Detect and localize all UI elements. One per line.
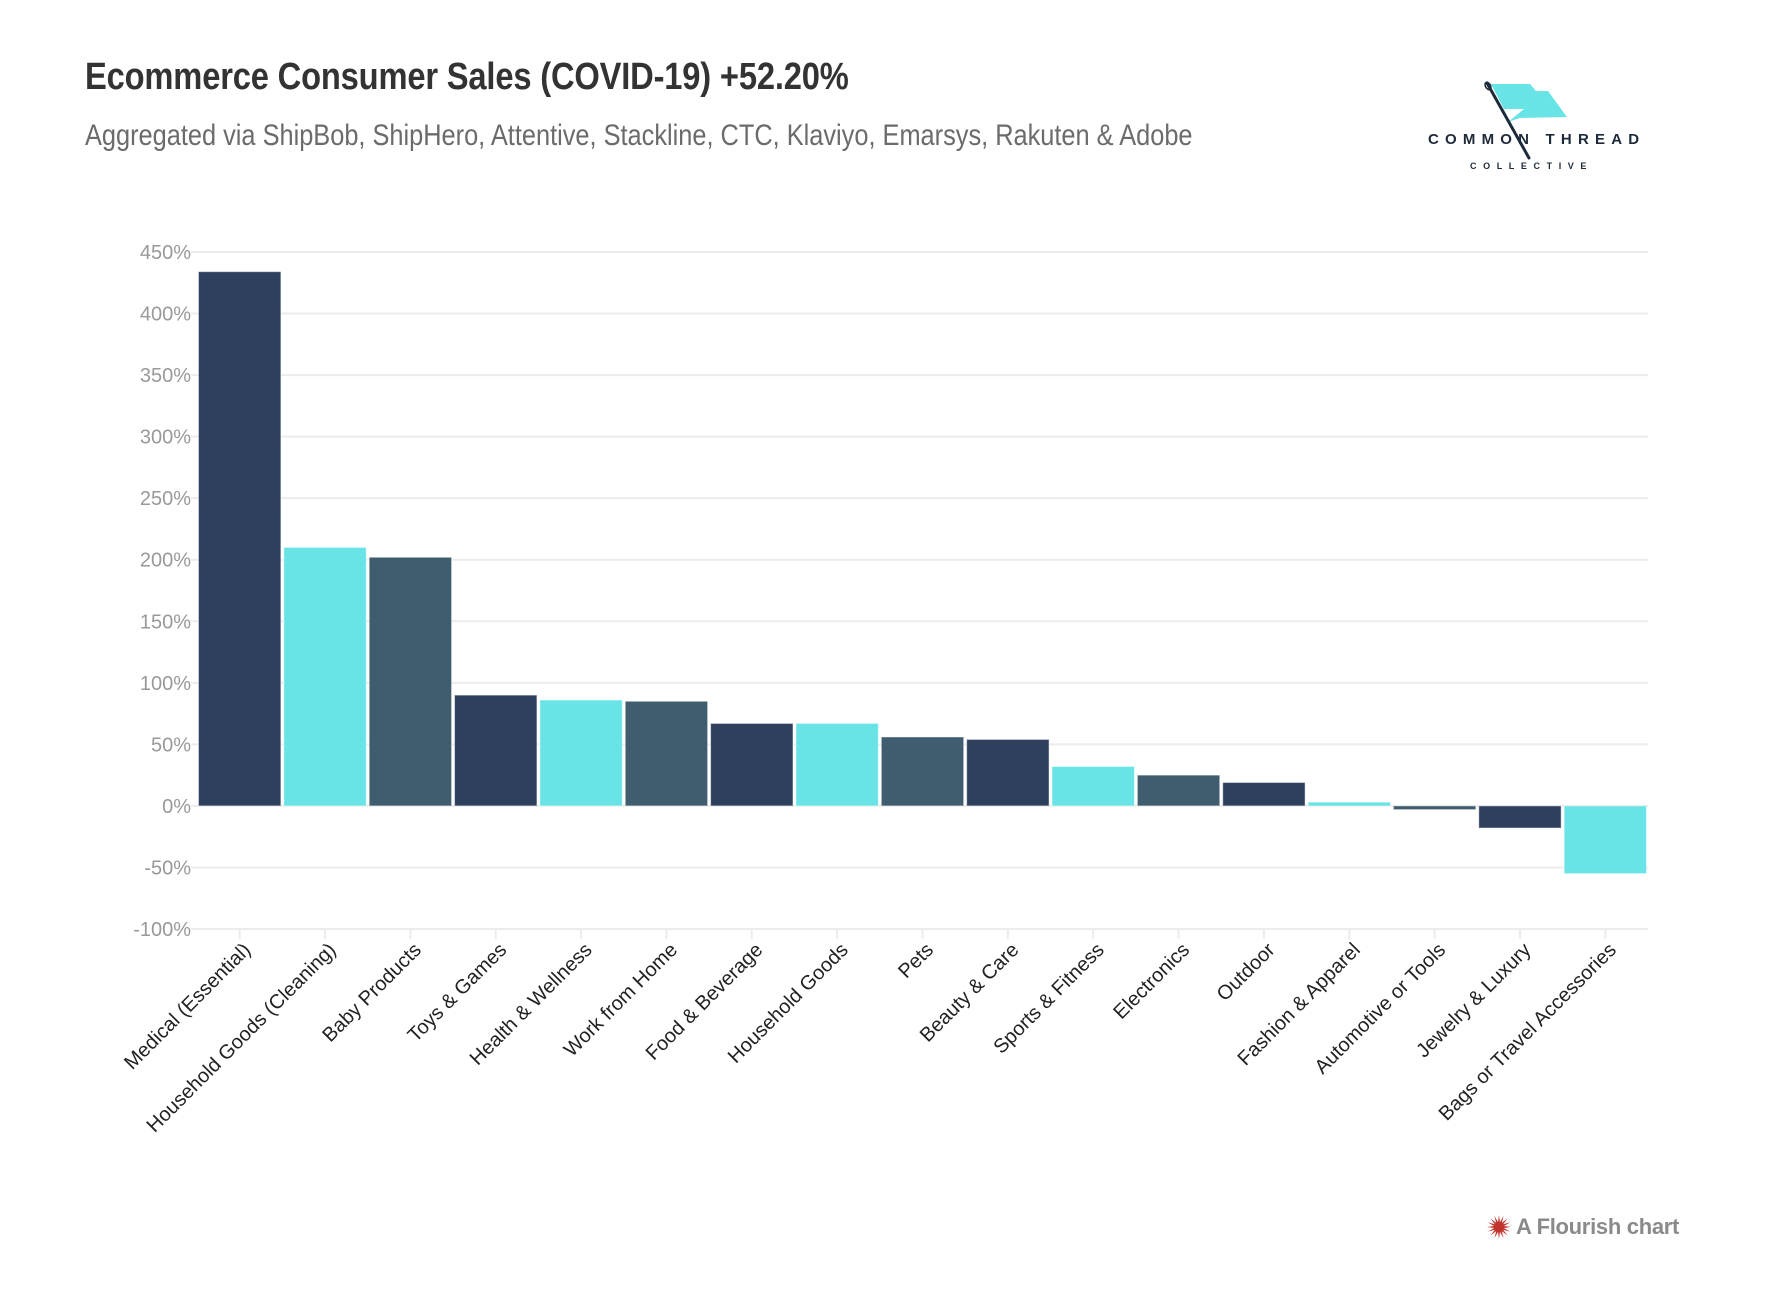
bar-household-goods-cleaning[interactable] bbox=[283, 546, 367, 807]
needle-flag-icon bbox=[1484, 81, 1567, 160]
y-tick-label: 100% bbox=[140, 673, 191, 695]
chart-title: Ecommerce Consumer Sales (COVID-19) +52.… bbox=[85, 56, 849, 98]
bar-household-goods[interactable] bbox=[795, 722, 879, 807]
bar-medical-essential[interactable] bbox=[198, 271, 282, 807]
y-axis-labels: 450% 400% 350% 300% 250% 200% 150% 100% 50% 0% -50… bbox=[133, 242, 191, 941]
bar-bags-or-travel-accessories[interactable] bbox=[1563, 805, 1648, 875]
y-tick-label: -50% bbox=[144, 857, 191, 879]
bar-baby-products[interactable] bbox=[368, 556, 453, 807]
y-tick-label: 400% bbox=[140, 304, 191, 326]
y-tick-label: 450% bbox=[140, 242, 191, 264]
y-tick-label: 0% bbox=[162, 796, 191, 818]
starburst-shape bbox=[1487, 1215, 1511, 1239]
bar-electronics[interactable] bbox=[1136, 774, 1221, 807]
bar-toys-games[interactable] bbox=[454, 694, 538, 807]
logo-wordmark: COMMON THREAD bbox=[1428, 131, 1646, 148]
logo-subwordmark: COLLECTIVE bbox=[1470, 161, 1594, 171]
bar-beauty-care[interactable] bbox=[966, 738, 1050, 807]
bar-health-wellness[interactable] bbox=[539, 699, 623, 807]
bars bbox=[198, 271, 1648, 875]
bar-sports-fitness[interactable] bbox=[1051, 766, 1135, 807]
needle-line bbox=[1485, 81, 1531, 160]
y-tick-label: 50% bbox=[151, 734, 191, 756]
x-tick-label: Pets bbox=[894, 939, 938, 983]
flourish-credit-text: A Flourish chart bbox=[1516, 1214, 1680, 1239]
flag-shape bbox=[1491, 84, 1567, 122]
bar-food-beverage[interactable] bbox=[710, 722, 794, 807]
x-tick-label: Outdoor bbox=[1213, 939, 1280, 1006]
y-tick-label: 150% bbox=[140, 611, 191, 633]
x-axis-ticks bbox=[238, 929, 1607, 939]
gridlines bbox=[191, 251, 1648, 930]
bar-work-from-home[interactable] bbox=[624, 700, 709, 807]
x-tick-label: Household Goods (Cleaning) bbox=[143, 939, 341, 1137]
y-tick-label: 350% bbox=[140, 365, 191, 387]
common-thread-collective-logo: COMMON THREAD COLLECTIVE bbox=[1420, 76, 1640, 176]
x-tick-label: Bags or Travel Accessories bbox=[1435, 939, 1621, 1125]
y-tick-label: 300% bbox=[140, 427, 191, 449]
y-tick-label: 200% bbox=[140, 550, 191, 572]
bar-jewelry-luxury[interactable] bbox=[1478, 805, 1562, 829]
chart-subtitle: Aggregated via ShipBob, ShipHero, Attent… bbox=[85, 119, 1193, 152]
flourish-credit-link[interactable]: A Flourish chart bbox=[1486, 1213, 1679, 1241]
bar-pets[interactable] bbox=[880, 736, 965, 807]
flourish-starburst-icon bbox=[1487, 1215, 1511, 1239]
bar-fashion-apparel[interactable] bbox=[1307, 801, 1391, 807]
y-tick-label: -100% bbox=[133, 919, 191, 941]
y-tick-label: 250% bbox=[140, 488, 191, 510]
needle-eye bbox=[1484, 81, 1492, 91]
bar-automotive-or-tools[interactable] bbox=[1392, 805, 1477, 811]
x-tick-label: Electronics bbox=[1109, 939, 1194, 1024]
x-axis-labels: Medical (Essential)Household Goods (Clea… bbox=[120, 939, 1621, 1137]
bar-outdoor[interactable] bbox=[1222, 782, 1306, 807]
